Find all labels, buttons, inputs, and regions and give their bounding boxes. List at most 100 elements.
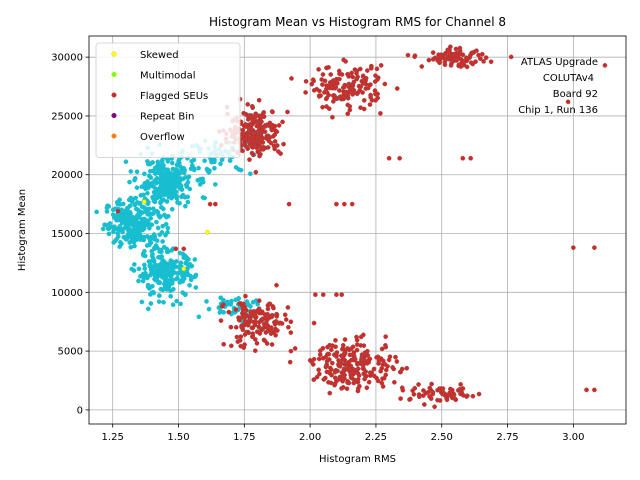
data-point — [238, 343, 244, 349]
data-point — [310, 77, 316, 83]
data-point — [154, 268, 159, 273]
data-point — [341, 201, 347, 207]
data-point — [181, 274, 186, 280]
data-point — [342, 337, 348, 342]
data-point — [158, 247, 164, 253]
data-point — [149, 290, 155, 296]
data-point — [115, 208, 121, 214]
data-point — [139, 227, 145, 233]
data-point — [329, 360, 335, 366]
data-point — [430, 50, 436, 55]
data-point — [340, 342, 346, 348]
data-point — [429, 381, 434, 387]
data-point — [169, 160, 175, 166]
data-point — [262, 145, 268, 151]
data-point — [248, 131, 254, 136]
data-point — [240, 311, 245, 317]
data-point — [307, 358, 313, 363]
data-point — [172, 262, 177, 268]
data-point — [460, 386, 466, 391]
data-point — [117, 202, 123, 207]
data-point — [176, 181, 182, 187]
data-point — [340, 385, 346, 390]
data-point — [246, 330, 251, 336]
data-point — [314, 86, 320, 92]
data-point — [147, 225, 152, 231]
data-point — [254, 308, 260, 314]
data-point — [238, 334, 244, 340]
data-point — [225, 301, 230, 307]
data-point — [120, 229, 125, 235]
data-point — [453, 397, 459, 403]
data-point — [164, 266, 170, 271]
data-point — [283, 317, 289, 322]
data-point — [347, 352, 353, 358]
data-point — [168, 293, 173, 299]
data-point — [333, 338, 338, 343]
data-point — [354, 360, 360, 366]
data-point — [144, 275, 150, 281]
data-point — [464, 55, 469, 61]
data-point — [435, 58, 440, 63]
data-point — [352, 67, 358, 72]
data-point — [327, 390, 333, 396]
data-point — [391, 366, 397, 372]
data-point — [592, 245, 597, 250]
data-point — [250, 325, 255, 331]
data-point — [359, 78, 365, 84]
data-point — [180, 279, 185, 284]
data-point — [206, 169, 212, 175]
data-point — [228, 324, 234, 330]
data-point — [183, 260, 189, 266]
data-point — [328, 347, 334, 353]
data-point — [182, 203, 188, 209]
data-point — [196, 165, 201, 171]
data-point — [470, 393, 476, 399]
data-point — [242, 139, 248, 144]
data-point — [132, 232, 138, 237]
data-point — [316, 356, 322, 362]
data-point — [266, 327, 272, 333]
data-point — [340, 357, 346, 362]
data-point — [322, 90, 327, 95]
data-point — [286, 324, 291, 330]
data-point — [270, 304, 276, 309]
data-point — [148, 240, 154, 246]
data-point — [468, 155, 474, 161]
data-point — [362, 76, 368, 81]
data-point — [255, 142, 260, 148]
data-point — [349, 366, 354, 371]
data-point — [134, 185, 140, 190]
data-point — [314, 374, 320, 380]
data-point — [245, 102, 251, 107]
legend-label: Flagged SEUs — [140, 91, 208, 102]
y-tick-label: 20000 — [51, 170, 83, 181]
data-point — [322, 78, 328, 84]
data-point — [327, 80, 333, 85]
data-point — [175, 169, 180, 175]
data-point — [146, 173, 152, 179]
data-point — [261, 114, 267, 120]
data-point — [115, 227, 121, 232]
data-point — [246, 115, 252, 121]
data-point — [459, 60, 464, 66]
data-point — [361, 343, 367, 348]
data-point — [128, 234, 133, 240]
y-tick-label: 5000 — [58, 347, 83, 358]
data-point — [149, 253, 155, 259]
data-point — [330, 82, 336, 88]
data-point — [334, 352, 339, 358]
data-point — [148, 235, 154, 241]
data-point — [324, 363, 330, 368]
data-point — [241, 134, 247, 140]
data-point — [143, 270, 148, 276]
data-point — [205, 230, 210, 235]
data-point — [366, 379, 372, 385]
data-point — [191, 157, 197, 163]
data-point — [171, 286, 176, 292]
data-point — [264, 341, 270, 346]
data-point — [310, 362, 316, 367]
data-point — [155, 209, 161, 215]
data-point — [184, 255, 190, 260]
x-tick-label: 1.75 — [233, 432, 255, 443]
